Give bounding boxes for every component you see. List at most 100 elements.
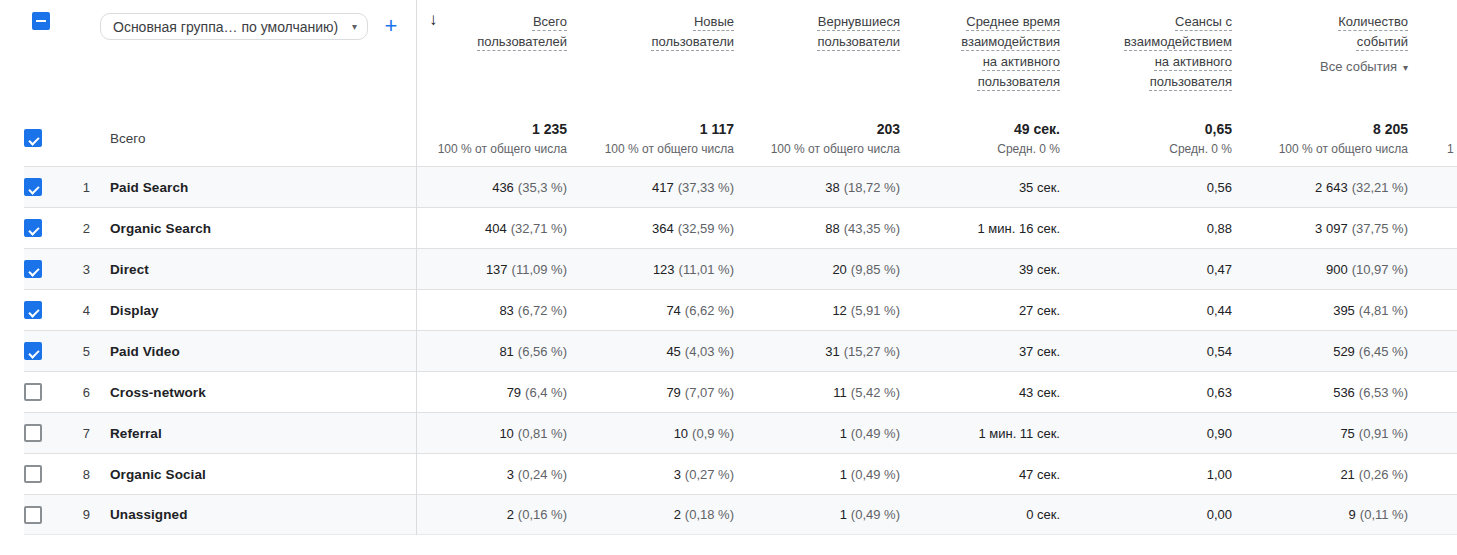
table-row: 2 Organic Search 404(32,71 %) 364(32,59 … — [24, 207, 1457, 248]
cell-returning-users: 1(0,49 %) — [734, 467, 900, 482]
table-row: 1 Paid Search 436(35,3 %) 417(37,33 %) 3… — [24, 166, 1457, 207]
row-checkbox[interactable] — [24, 465, 42, 483]
analytics-table-page: Основная группа… по умолчанию) ▾ + ↓ Все… — [0, 0, 1457, 555]
cell-sessions: 0,88 — [1060, 221, 1232, 236]
row-checkbox[interactable] — [24, 342, 42, 360]
header-cell-new-users: Новые пользователи — [567, 0, 734, 110]
channel-name: Unassigned — [92, 507, 416, 522]
cell-avg-time: 27 сек. — [900, 303, 1060, 318]
cell-sessions: 0,90 — [1060, 426, 1232, 441]
cell-events: 21(0,26 %) — [1232, 467, 1408, 482]
channel-name: Cross-network — [92, 385, 416, 400]
totals-events: 8 205 — [1373, 120, 1408, 138]
column-header-new-users[interactable]: Новые пользователи — [642, 12, 734, 52]
cell-avg-time: 47 сек. — [900, 467, 1060, 482]
totals-sessions-sub: Средн. 0 % — [1169, 141, 1232, 157]
row-index: 3 — [68, 262, 92, 277]
totals-checkbox[interactable] — [24, 129, 42, 147]
header-cell-avg-engagement-time: Среднее время взаимодействия на активног… — [900, 0, 1060, 110]
cell-avg-time: 37 сек. — [900, 344, 1060, 359]
row-index: 1 — [68, 180, 92, 195]
cell-users: 137(11,09 %) — [416, 262, 567, 277]
column-header-avg-engagement-time[interactable]: Среднее время взаимодействия на активног… — [954, 12, 1060, 92]
cell-avg-time: 1 мин. 16 сек. — [900, 221, 1060, 236]
column-header-returning-users[interactable]: Вернувшиеся пользователи — [804, 12, 900, 52]
cell-users: 79(6,4 %) — [416, 385, 567, 400]
row-checkbox[interactable] — [24, 178, 42, 196]
cell-users: 10(0,81 %) — [416, 426, 567, 441]
row-checkbox[interactable] — [24, 424, 42, 442]
header-cell-engaged-sessions: Сеансы с взаимодействием на активного по… — [1060, 0, 1232, 110]
header-cell-returning-users: Вернувшиеся пользователи — [734, 0, 900, 110]
column-header-event-count[interactable]: Количество событий — [1326, 12, 1408, 52]
totals-users: 1 235 — [532, 120, 567, 138]
row-checkbox[interactable] — [24, 383, 42, 401]
cell-events: 395(4,81 %) — [1232, 303, 1408, 318]
column-header-total-users[interactable]: Всего пользователей — [471, 12, 567, 52]
channel-name: Paid Search — [92, 180, 416, 195]
column-header-engaged-sessions[interactable]: Сеансы с взаимодействием на активного по… — [1114, 12, 1232, 92]
header-cell-event-count: Количество событий Все события ▾ — [1232, 0, 1408, 110]
channel-name: Referral — [92, 426, 416, 441]
table-row: 5 Paid Video 81(6,56 %) 45(4,03 %) 31(15… — [24, 330, 1457, 371]
cell-returning-users: 1(0,49 %) — [734, 426, 900, 441]
table-row: 7 Referral 10(0,81 %) 10(0,9 %) 1(0,49 %… — [24, 412, 1457, 453]
row-checkbox[interactable] — [24, 219, 42, 237]
cell-new-users: 74(6,62 %) — [567, 303, 734, 318]
channel-name: Display — [92, 303, 416, 318]
chevron-down-icon: ▾ — [1403, 62, 1408, 73]
totals-events-sub: 100 % от общего числа — [1279, 141, 1408, 157]
event-filter-dropdown[interactable]: Все события ▾ — [1232, 57, 1408, 78]
cell-sessions: 0,63 — [1060, 385, 1232, 400]
cell-users: 83(6,72 %) — [416, 303, 567, 318]
table-row: 8 Organic Social 3(0,24 %) 3(0,27 %) 1(0… — [24, 453, 1457, 494]
row-checkbox[interactable] — [24, 301, 42, 319]
totals-label: Всего — [92, 131, 416, 146]
totals-sessions: 0,65 — [1205, 120, 1232, 138]
cell-new-users: 45(4,03 %) — [567, 344, 734, 359]
cell-users: 3(0,24 %) — [416, 467, 567, 482]
cell-events: 529(6,45 %) — [1232, 344, 1408, 359]
cell-events: 900(10,97 %) — [1232, 262, 1408, 277]
row-index: 6 — [68, 385, 92, 400]
cell-returning-users: 88(43,35 %) — [734, 221, 900, 236]
cell-sessions: 0,47 — [1060, 262, 1232, 277]
totals-users-sub: 100 % от общего числа — [438, 141, 567, 157]
cell-new-users: 10(0,9 %) — [567, 426, 734, 441]
cell-returning-users: 38(18,72 %) — [734, 180, 900, 195]
cell-avg-time: 39 сек. — [900, 262, 1060, 277]
cell-returning-users: 11(5,42 %) — [734, 385, 900, 400]
row-checkbox[interactable] — [24, 260, 42, 278]
totals-overflow-clipped: 1 — [1447, 141, 1454, 157]
cell-returning-users: 12(5,91 %) — [734, 303, 900, 318]
totals-new-users-sub: 100 % от общего числа — [605, 141, 734, 157]
cell-new-users: 3(0,27 %) — [567, 467, 734, 482]
table-header-row: ↓ Всего пользователей Новые пользователи… — [24, 0, 1457, 110]
cell-users: 2(0,16 %) — [416, 507, 567, 522]
channel-name: Organic Search — [92, 221, 416, 236]
cell-events: 536(6,53 %) — [1232, 385, 1408, 400]
cell-sessions: 0,56 — [1060, 180, 1232, 195]
totals-avg-time-sub: Средн. 0 % — [997, 141, 1060, 157]
totals-avg-time: 49 сек. — [1014, 120, 1060, 138]
row-index: 9 — [68, 507, 92, 522]
row-index: 5 — [68, 344, 92, 359]
header-cell-users: ↓ Всего пользователей — [416, 0, 567, 110]
channel-name: Paid Video — [92, 344, 416, 359]
sort-descending-icon[interactable]: ↓ — [429, 10, 438, 30]
cell-users: 81(6,56 %) — [416, 344, 567, 359]
cell-returning-users: 20(9,85 %) — [734, 262, 900, 277]
cell-events: 2 643(32,21 %) — [1232, 180, 1408, 195]
totals-row: Всего 1 235100 % от общего числа 1 11710… — [24, 110, 1457, 166]
cell-new-users: 417(37,33 %) — [567, 180, 734, 195]
row-index: 7 — [68, 426, 92, 441]
totals-new-users: 1 117 — [700, 120, 734, 138]
cell-events: 9(0,11 %) — [1232, 507, 1408, 522]
row-checkbox[interactable] — [24, 506, 42, 524]
cell-sessions: 0,00 — [1060, 507, 1232, 522]
cell-sessions: 0,54 — [1060, 344, 1232, 359]
cell-sessions: 0,44 — [1060, 303, 1232, 318]
event-filter-value: Все события — [1320, 59, 1397, 74]
channel-name: Organic Social — [92, 467, 416, 482]
table-row: 6 Cross-network 79(6,4 %) 79(7,07 %) 11(… — [24, 371, 1457, 412]
